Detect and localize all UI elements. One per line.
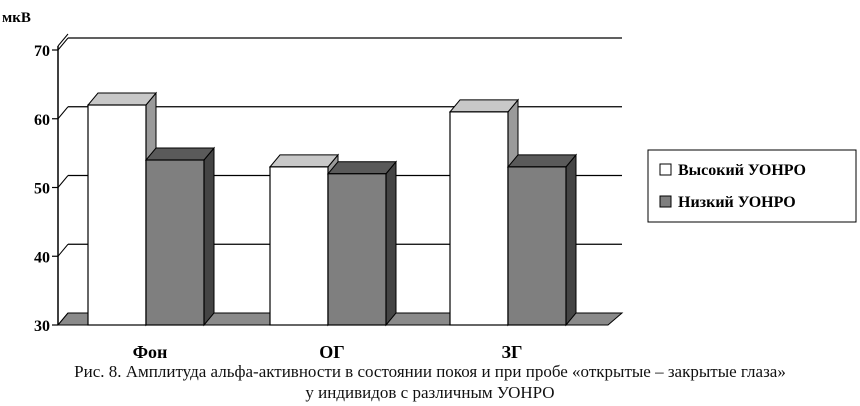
legend-swatch-low [659, 195, 672, 208]
bar-top-2-1 [506, 154, 578, 168]
bar-2-1 [506, 153, 578, 327]
y-axis-top-edge [57, 33, 69, 47]
y-tick-label-30: 30 [34, 318, 50, 335]
bar-top-1-0 [268, 154, 340, 168]
bar-0-1 [144, 146, 216, 327]
x-category-label-1: ОГ [319, 342, 344, 362]
bar-front-1-1 [327, 173, 387, 326]
bar-side-2-1 [565, 153, 577, 327]
bar-front-2-0 [449, 111, 509, 326]
bar-top-0-1 [144, 147, 216, 161]
bar-front-2-1 [507, 166, 567, 326]
bar-top-2-0 [448, 99, 520, 113]
y-tick-depth-70 [57, 37, 69, 51]
figure-caption-line-2: у индивидов с различным УОНРО [305, 383, 554, 402]
y-axis-unit-label: мкВ [2, 10, 31, 26]
legend-label-low: Низкий УОНРО [678, 194, 796, 211]
x-category-label-2: ЗГ [502, 342, 523, 362]
x-axis-labels: Фон ОГ ЗГ [133, 342, 523, 362]
y-tick-label-70: 70 [34, 43, 50, 60]
y-tick-label-60: 60 [34, 112, 50, 129]
bar-side-1-1 [385, 160, 397, 327]
legend-label-high: Высокий УОНРО [678, 162, 806, 179]
bar-1-1 [326, 160, 398, 327]
y-tick-label-50: 50 [34, 181, 50, 198]
y-axis: 30 40 50 60 70 [34, 33, 69, 335]
legend: Высокий УОНРО Низкий УОНРО [647, 149, 857, 223]
y-tick-depth-40 [57, 243, 69, 257]
figure-caption-line-1: Рис. 8. Амплитуда альфа-активности в сос… [74, 362, 786, 381]
legend-swatch-high [659, 163, 672, 176]
y-tick-depth-50 [57, 175, 69, 188]
bar-top-0-0 [86, 92, 158, 106]
bar-front-0-0 [87, 104, 147, 326]
legend-box [647, 149, 857, 223]
y-tick-label-40: 40 [34, 249, 50, 266]
bars [86, 91, 578, 327]
bar-top-1-1 [326, 161, 398, 175]
bar-front-1-0 [269, 166, 329, 326]
x-category-label-0: Фон [133, 342, 168, 362]
bar-front-0-1 [145, 159, 205, 326]
bar-side-0-1 [203, 146, 215, 327]
y-tick-depth-60 [57, 106, 69, 120]
